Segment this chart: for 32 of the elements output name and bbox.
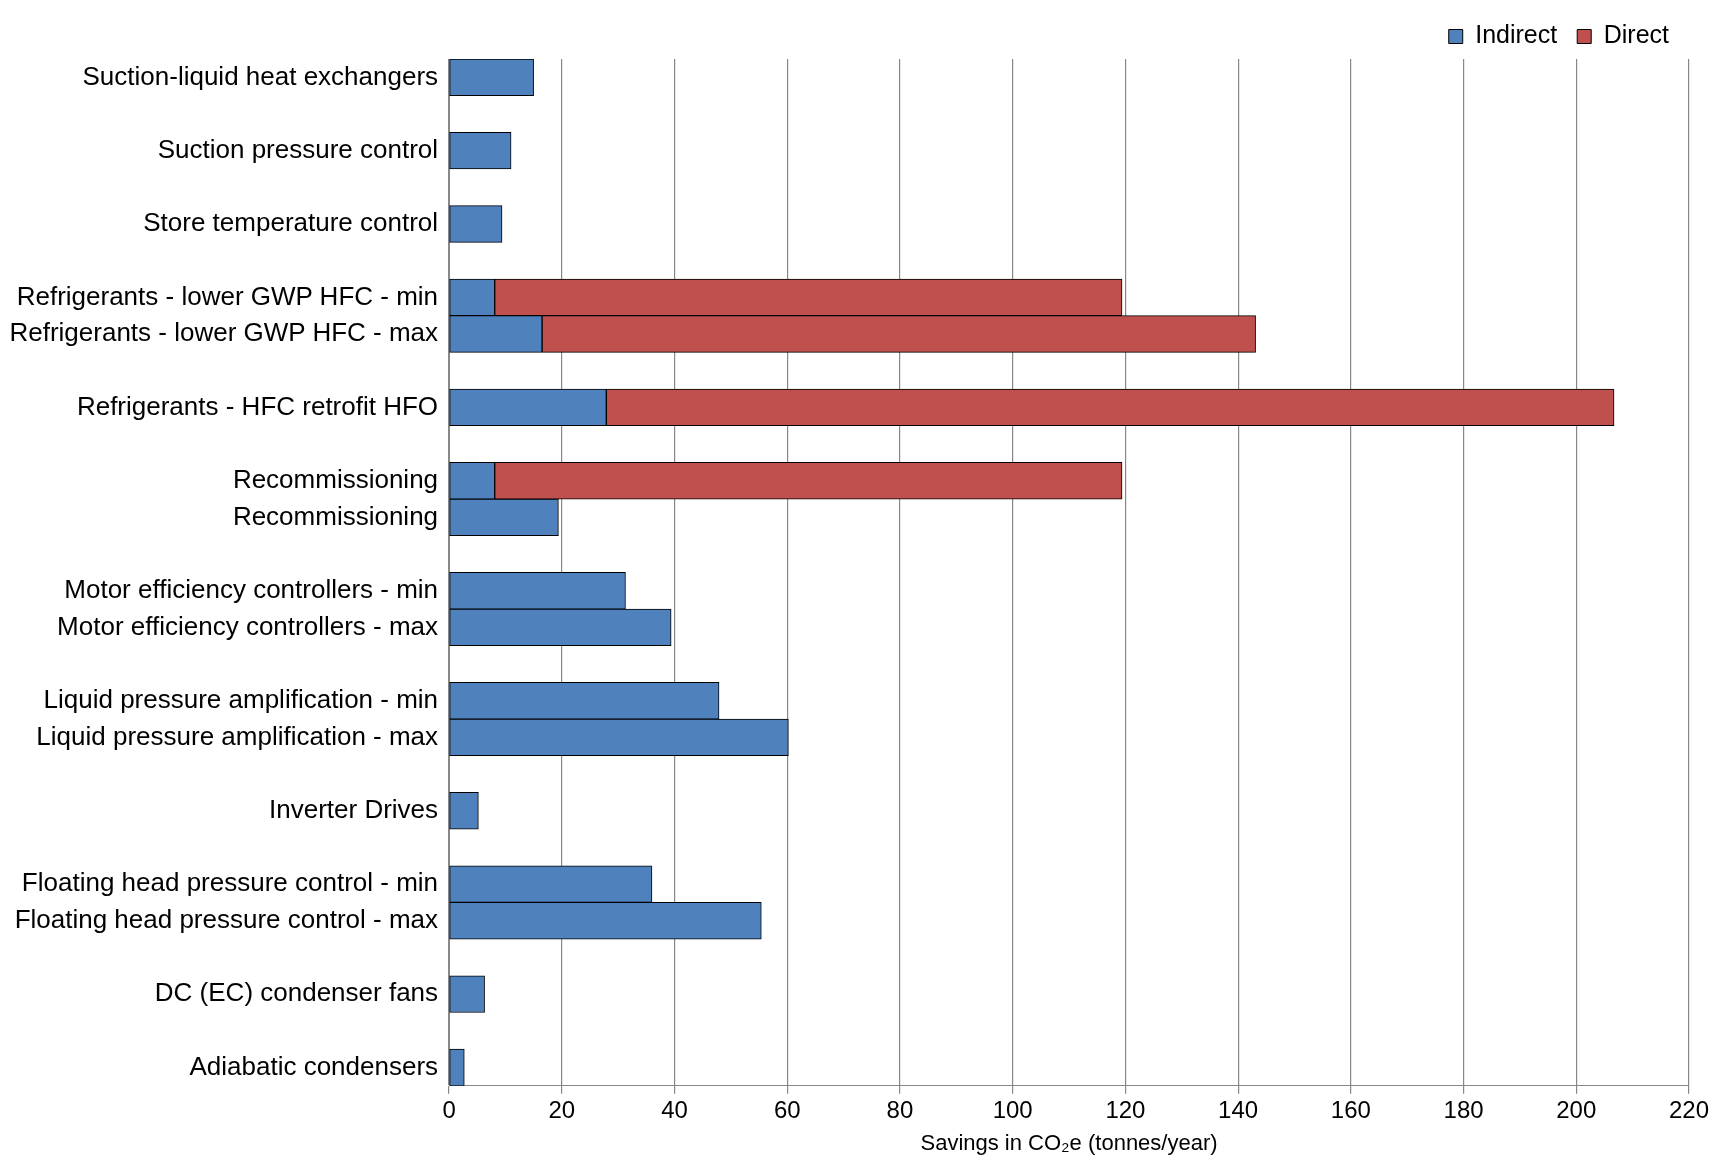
y-tick-label: Floating head pressure control - min	[21, 867, 439, 898]
y-tick-label: Liquid pressure amplification - max	[36, 720, 439, 751]
x-tick-label: 20	[548, 1095, 576, 1123]
x-tick-label: 140	[1218, 1095, 1259, 1123]
x-tick-label: 200	[1556, 1095, 1597, 1123]
y-tick-label: Suction-liquid heat exchangers	[82, 60, 439, 91]
y-tick-label: Liquid pressure amplification - min	[43, 683, 439, 714]
y-tick-label: DC (EC) condenser fans	[154, 977, 439, 1008]
y-tick-label: Refrigerants - HFC retrofit HFO	[76, 390, 439, 421]
x-tick-label: 80	[886, 1095, 914, 1123]
x-tick-label: 0	[442, 1095, 456, 1123]
x-tick-label: 60	[773, 1095, 801, 1123]
y-tick-label: Adiabatic condensers	[189, 1050, 439, 1081]
x-axis-title: Savings in CO₂e (tonnes/year)	[920, 1129, 1218, 1155]
y-tick-label: Motor efficiency controllers - min	[64, 573, 439, 604]
y-tick-label: Recommissioning	[232, 463, 439, 494]
y-tick-label: Refrigerants - lower GWP HFC - max	[9, 317, 439, 348]
y-tick-label: Inverter Drives	[269, 793, 439, 824]
x-tick-label: 120	[1105, 1095, 1146, 1123]
y-tick-label: Motor efficiency controllers - max	[57, 610, 439, 641]
legend-label: Direct	[1603, 20, 1670, 49]
y-tick-label: Suction pressure control	[157, 133, 439, 164]
x-tick-label: 220	[1668, 1095, 1710, 1123]
y-tick-label: Refrigerants - lower GWP HFC - min	[16, 280, 439, 311]
legend-label: Indirect	[1475, 20, 1558, 49]
x-tick-label: 160	[1330, 1095, 1371, 1123]
y-tick-label: Store temperature control	[143, 207, 439, 238]
x-tick-label: 180	[1443, 1095, 1484, 1123]
x-tick-label: 100	[992, 1095, 1033, 1123]
y-tick-label: Floating head pressure control - max	[14, 903, 439, 934]
y-tick-label: Recommissioning	[232, 500, 439, 531]
x-tick-label: 40	[661, 1095, 688, 1123]
